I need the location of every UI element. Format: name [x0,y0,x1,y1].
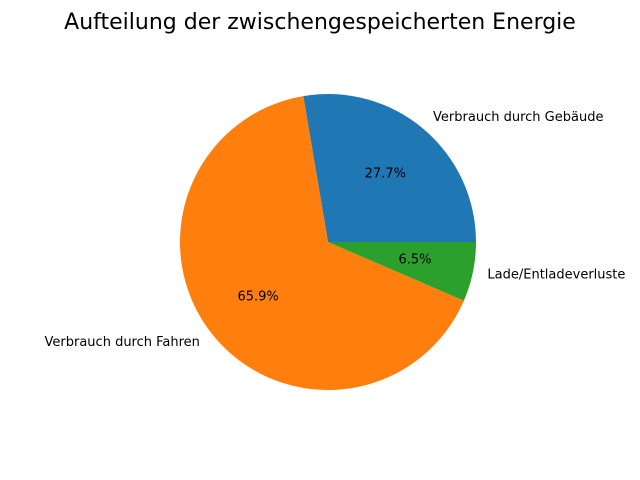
pie-labels: Verbrauch durch Gebäude 27.7% Verbrauch du… [45,110,626,350]
pie-slices [180,94,476,391]
percent-label-verluste: 6.5% [398,252,431,267]
percent-label-gebaeude: 27.7% [365,167,406,182]
slice-label-fahren: Verbrauch durch Fahren [45,335,200,350]
pie-slice-verluste [328,242,476,301]
chart-title: Aufteilung der zwischengespeicherten Ene… [64,10,576,35]
pie-slice-fahren [180,96,464,391]
slice-label-gebaeude: Verbrauch durch Gebäude [433,110,603,125]
percent-label-fahren: 65.9% [237,289,278,304]
slice-label-verluste: Lade/Entladeverluste [487,267,625,282]
pie-slice-gebaeude [303,94,476,242]
